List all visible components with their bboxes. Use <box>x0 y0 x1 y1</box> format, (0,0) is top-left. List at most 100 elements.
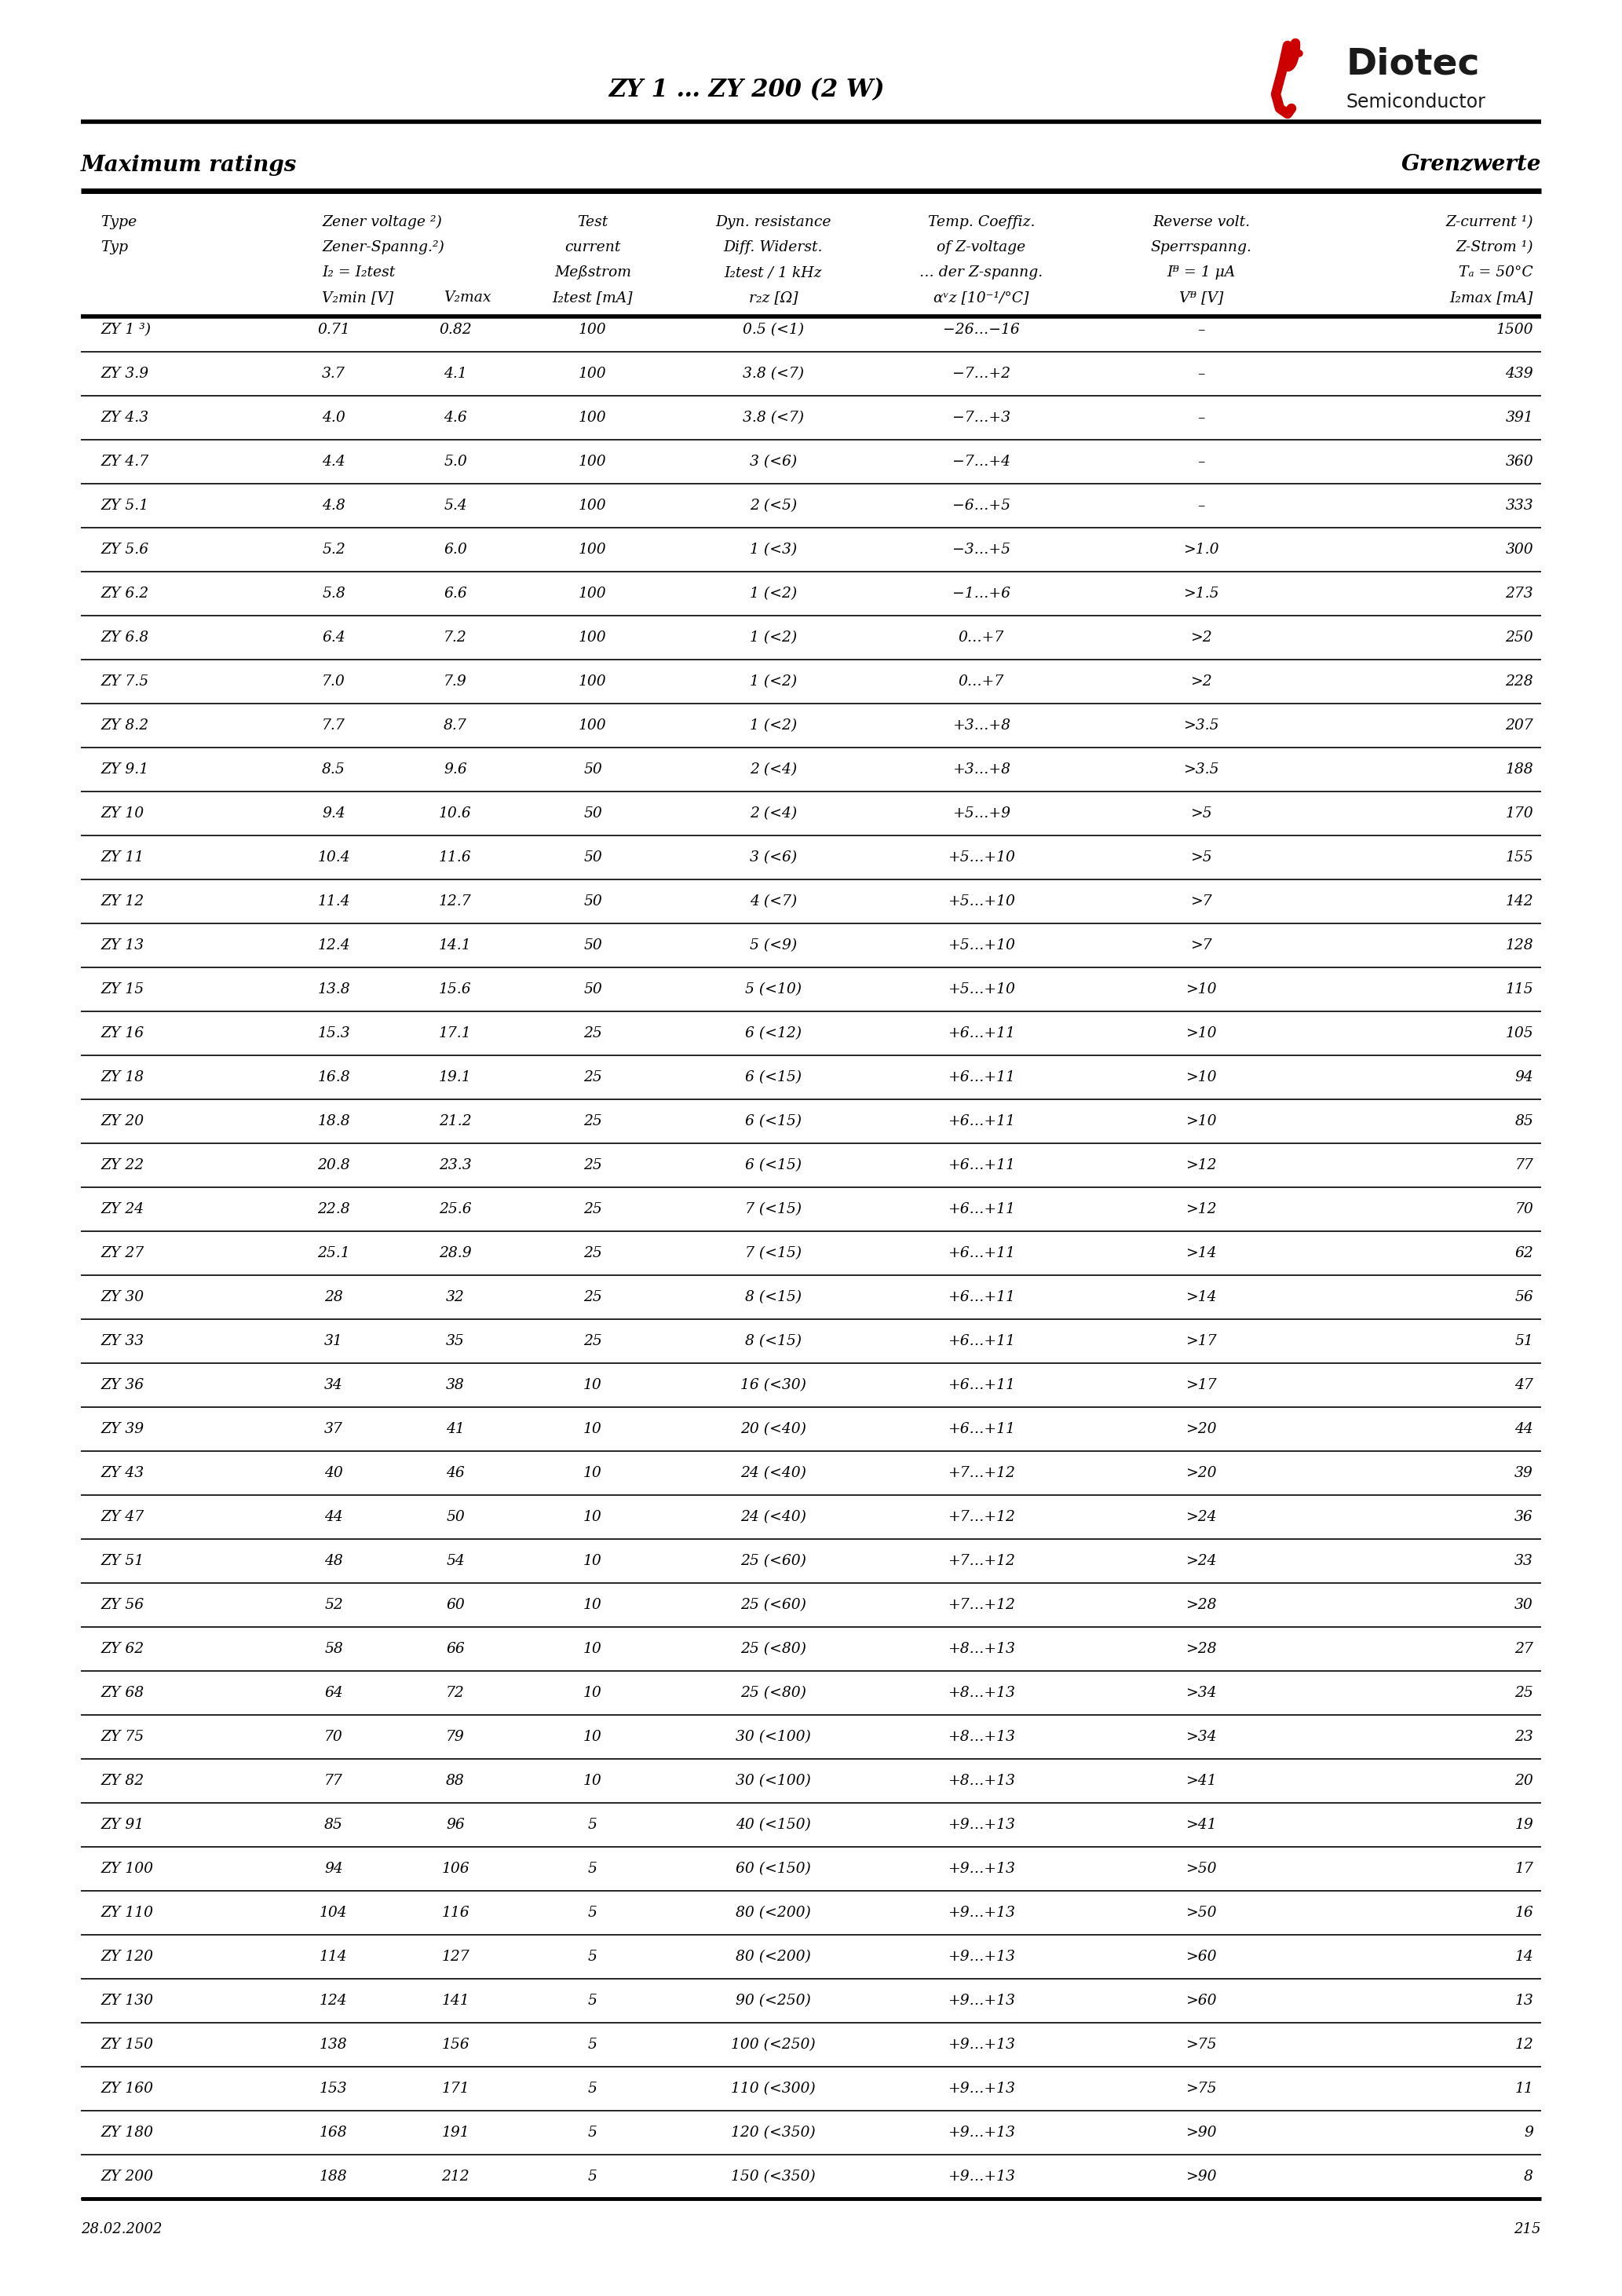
Text: 6 (<12): 6 (<12) <box>744 1026 801 1040</box>
Text: 13.8: 13.8 <box>318 983 350 996</box>
Text: >3.5: >3.5 <box>1184 719 1220 732</box>
Text: >14: >14 <box>1186 1247 1216 1261</box>
Text: 72: 72 <box>446 1685 464 1699</box>
Text: ZY 62: ZY 62 <box>101 1642 144 1655</box>
Text: 3.8 (<7): 3.8 (<7) <box>743 411 805 425</box>
Text: Temp. Coeffiz.: Temp. Coeffiz. <box>928 216 1035 230</box>
Text: ZY 43: ZY 43 <box>101 1467 144 1481</box>
Text: ZY 22: ZY 22 <box>101 1157 144 1173</box>
Text: 10: 10 <box>584 1775 602 1789</box>
Text: 10: 10 <box>584 1685 602 1699</box>
Text: 115: 115 <box>1505 983 1533 996</box>
Text: current: current <box>564 241 621 255</box>
Text: 100: 100 <box>579 324 607 338</box>
Text: 21.2: 21.2 <box>440 1114 472 1127</box>
Text: ZY 75: ZY 75 <box>101 1729 144 1745</box>
Text: 106: 106 <box>441 1862 469 1876</box>
Text: ZY 68: ZY 68 <box>101 1685 144 1699</box>
Text: +9…+13: +9…+13 <box>947 1949 1015 1963</box>
Text: >1.0: >1.0 <box>1184 542 1220 556</box>
Text: >2: >2 <box>1191 631 1212 645</box>
Text: >10: >10 <box>1186 1114 1216 1127</box>
Text: 5: 5 <box>589 1862 597 1876</box>
Text: 7.0: 7.0 <box>323 675 345 689</box>
Text: 44: 44 <box>1515 1421 1533 1437</box>
Text: +8…+13: +8…+13 <box>947 1775 1015 1789</box>
Text: 70: 70 <box>1515 1203 1533 1217</box>
Text: +6…+11: +6…+11 <box>947 1247 1015 1261</box>
Text: 85: 85 <box>324 1818 342 1832</box>
Text: ZY 4.7: ZY 4.7 <box>101 455 149 468</box>
Text: +6…+11: +6…+11 <box>947 1290 1015 1304</box>
Text: >20: >20 <box>1186 1467 1216 1481</box>
Text: 28.9: 28.9 <box>440 1247 472 1261</box>
Text: 168: 168 <box>320 2126 347 2140</box>
Text: 188: 188 <box>1505 762 1533 776</box>
Text: 7 (<15): 7 (<15) <box>744 1203 801 1217</box>
Text: 20: 20 <box>1515 1775 1533 1789</box>
Text: Z-current ¹): Z-current ¹) <box>1445 216 1533 230</box>
Text: 19.1: 19.1 <box>440 1070 472 1084</box>
Text: ZY 5.6: ZY 5.6 <box>101 542 149 556</box>
Text: 10.4: 10.4 <box>318 850 350 866</box>
Text: 15.3: 15.3 <box>318 1026 350 1040</box>
Text: ZY 7.5: ZY 7.5 <box>101 675 149 689</box>
Text: Semiconductor: Semiconductor <box>1346 92 1486 113</box>
Text: Meßstrom: Meßstrom <box>555 266 631 280</box>
Text: 0.5 (<1): 0.5 (<1) <box>743 324 805 338</box>
Text: 10: 10 <box>584 1642 602 1655</box>
Text: 2 (<4): 2 (<4) <box>749 762 796 776</box>
Text: 4.1: 4.1 <box>444 367 467 381</box>
Text: 50: 50 <box>446 1511 464 1525</box>
Text: ZY 5.1: ZY 5.1 <box>101 498 149 512</box>
Text: 228: 228 <box>1505 675 1533 689</box>
Text: 100: 100 <box>579 542 607 556</box>
Text: 5: 5 <box>589 2037 597 2053</box>
Text: +8…+13: +8…+13 <box>947 1729 1015 1745</box>
Text: 100: 100 <box>579 411 607 425</box>
Text: +6…+11: +6…+11 <box>947 1070 1015 1084</box>
Text: 5: 5 <box>589 1818 597 1832</box>
Text: 7 (<15): 7 (<15) <box>744 1247 801 1261</box>
Text: 100: 100 <box>579 675 607 689</box>
Text: 5: 5 <box>589 2082 597 2096</box>
Text: 360: 360 <box>1505 455 1533 468</box>
Text: … der Z-spanng.: … der Z-spanng. <box>920 266 1043 280</box>
Text: 100: 100 <box>579 455 607 468</box>
Text: >75: >75 <box>1186 2082 1216 2096</box>
Text: 100: 100 <box>579 585 607 602</box>
Text: 100: 100 <box>579 719 607 732</box>
Text: 4.4: 4.4 <box>323 455 345 468</box>
Text: 12.7: 12.7 <box>440 895 472 909</box>
Text: Zener voltage ²): Zener voltage ²) <box>321 216 441 230</box>
Text: ZY 51: ZY 51 <box>101 1554 144 1568</box>
Text: 94: 94 <box>1515 1070 1533 1084</box>
Text: –: – <box>1197 498 1205 512</box>
Text: 44: 44 <box>324 1511 342 1525</box>
Text: 128: 128 <box>1505 939 1533 953</box>
Text: +6…+11: +6…+11 <box>947 1421 1015 1437</box>
Text: 5: 5 <box>589 1949 597 1963</box>
Text: 85: 85 <box>1515 1114 1533 1127</box>
Text: 37: 37 <box>324 1421 342 1437</box>
Text: 153: 153 <box>320 2082 347 2096</box>
Text: 215: 215 <box>1513 2223 1541 2236</box>
Text: ZY 82: ZY 82 <box>101 1775 144 1789</box>
Text: 14: 14 <box>1515 1949 1533 1963</box>
Text: 138: 138 <box>320 2037 347 2053</box>
Text: 116: 116 <box>441 1906 469 1919</box>
Text: 25: 25 <box>584 1070 602 1084</box>
Text: ZY 12: ZY 12 <box>101 895 144 909</box>
Text: 50: 50 <box>584 983 602 996</box>
Text: 5 (<10): 5 (<10) <box>744 983 801 996</box>
Circle shape <box>1296 51 1302 57</box>
Text: +5…+10: +5…+10 <box>947 939 1015 953</box>
Text: 30 (<100): 30 (<100) <box>736 1775 811 1789</box>
Text: Iᴯ = 1 μA: Iᴯ = 1 μA <box>1166 266 1236 280</box>
Text: ZY 56: ZY 56 <box>101 1598 144 1612</box>
Text: ZY 11: ZY 11 <box>101 850 144 866</box>
Text: +6…+11: +6…+11 <box>947 1114 1015 1127</box>
Text: 90 (<250): 90 (<250) <box>736 1993 811 2007</box>
Text: 127: 127 <box>441 1949 469 1963</box>
Text: >17: >17 <box>1186 1334 1216 1348</box>
